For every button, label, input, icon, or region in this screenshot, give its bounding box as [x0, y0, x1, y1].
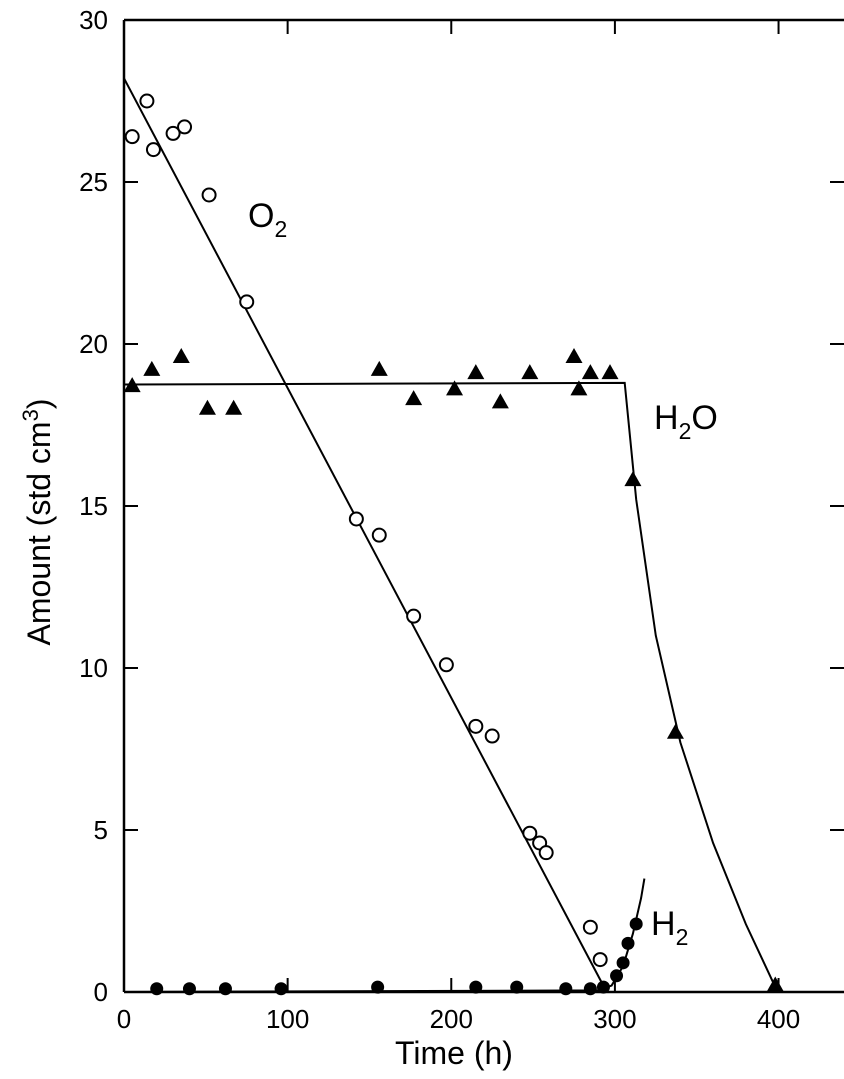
- open-circle-point: [522, 825, 538, 841]
- open-circle-point: [438, 657, 454, 673]
- filled-circle-point: [150, 982, 164, 996]
- triangle-point: [467, 364, 485, 380]
- triangle-point: [766, 976, 784, 992]
- open-circle-point: [468, 718, 484, 734]
- triangle-point: [123, 377, 141, 393]
- axis-ticks: [123, 19, 844, 993]
- triangle-point: [565, 347, 583, 363]
- filled-circle-point: [559, 982, 573, 996]
- triangle-point: [370, 360, 388, 376]
- filled-circle-point: [371, 980, 385, 994]
- filled-circle-point: [274, 982, 288, 996]
- filled-circle-point: [610, 969, 624, 983]
- triangle-point: [446, 380, 464, 396]
- open-circle-point: [348, 511, 364, 527]
- y-tick-label: 5: [94, 815, 108, 845]
- y-tick-label: 30: [79, 5, 108, 35]
- filled-circle-point: [629, 917, 643, 931]
- triangle-point: [491, 393, 509, 409]
- filled-circle-point: [510, 980, 524, 994]
- open-circle-point: [239, 294, 255, 310]
- fit-lines: [123, 77, 777, 993]
- series-label-h2o: H2O: [654, 399, 718, 444]
- plot-frame: [122, 18, 844, 994]
- tick-labels: 0 100 200 300 400 0 5 10 15 20 25 30: [79, 5, 800, 1034]
- open-circle-point: [371, 527, 387, 543]
- open-circle-point: [582, 919, 598, 935]
- triangle-point: [601, 364, 619, 380]
- x-axis-title: Time (h): [395, 1035, 513, 1071]
- triangle-point: [172, 347, 190, 363]
- filled-circle-point: [621, 936, 635, 950]
- open-circle-point: [538, 845, 554, 861]
- data-markers: [123, 93, 784, 996]
- filled-circle-point: [596, 980, 610, 994]
- open-circle-point: [406, 608, 422, 624]
- open-circle-point: [165, 125, 181, 141]
- x-tick-label: 0: [117, 1004, 131, 1034]
- triangle-point: [143, 360, 161, 376]
- y-axis-title: Amount (std cm3): [18, 399, 57, 646]
- open-circle-point: [139, 93, 155, 109]
- y-tick-label: 0: [94, 977, 108, 1007]
- y-tick-label: 20: [79, 329, 108, 359]
- open-circle-point: [201, 187, 217, 203]
- x-tick-label: 400: [757, 1004, 800, 1034]
- fit-line-series-1: [123, 381, 777, 988]
- fit-line-series-0: [123, 77, 608, 993]
- x-tick-label: 300: [593, 1004, 636, 1034]
- fit-line-series-2: [123, 878, 646, 993]
- triangle-point: [521, 364, 539, 380]
- filled-circle-point: [583, 982, 597, 996]
- y-tick-label: 15: [79, 491, 108, 521]
- open-circle-point: [177, 119, 193, 135]
- open-circle-point: [124, 129, 140, 145]
- filled-circle-point: [469, 980, 483, 994]
- triangle-point: [198, 399, 216, 415]
- series-label-h2: H2: [651, 905, 688, 950]
- triangle-point: [405, 390, 423, 406]
- filled-circle-point: [218, 982, 232, 996]
- triangle-point: [666, 723, 684, 739]
- x-tick-label: 100: [266, 1004, 309, 1034]
- x-tick-label: 200: [430, 1004, 473, 1034]
- open-circle-point: [145, 142, 161, 158]
- filled-circle-point: [616, 956, 630, 970]
- triangle-point: [581, 364, 599, 380]
- series-label-o2: O2: [248, 197, 287, 242]
- filled-circle-point: [182, 982, 196, 996]
- y-tick-label: 10: [79, 653, 108, 683]
- triangle-point: [225, 399, 243, 415]
- open-circle-point: [592, 952, 608, 968]
- y-tick-label: 25: [79, 167, 108, 197]
- triangle-point: [624, 471, 642, 487]
- open-circle-point: [484, 728, 500, 744]
- triangle-point: [570, 380, 588, 396]
